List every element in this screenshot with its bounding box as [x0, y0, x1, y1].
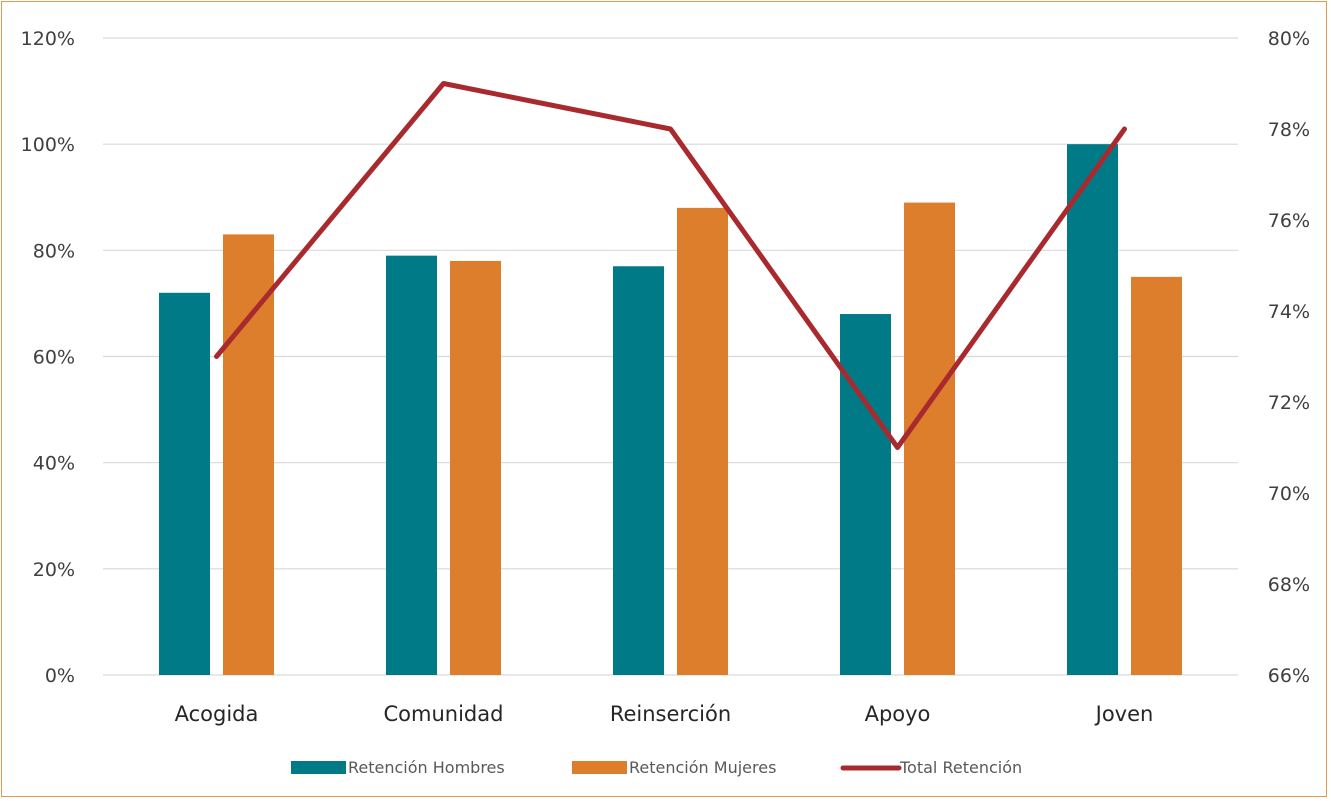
y-right-tick-label: 76% — [1268, 210, 1310, 232]
legend-swatch — [572, 761, 627, 774]
bar-mujeres — [223, 234, 274, 676]
gridlines — [103, 37, 1238, 676]
y-axis-right: 66% 68% 70% 72% 74% 76% 78% 80% — [1268, 28, 1310, 687]
y-left-tick-label: 60% — [33, 347, 75, 369]
bar-mujeres — [677, 207, 728, 675]
y-right-tick-label: 72% — [1268, 392, 1310, 414]
x-category-label: Apoyo — [865, 702, 931, 726]
legend-label: Retención Hombres — [348, 758, 505, 777]
x-axis-categories: Acogida Comunidad Reinserción Apoyo Joven — [175, 702, 1154, 726]
bar-hombres — [613, 266, 664, 675]
legend-label: Total Retención — [899, 758, 1022, 777]
x-category-label: Joven — [1094, 702, 1154, 726]
y-right-tick-label: 74% — [1268, 301, 1310, 323]
x-category-label: Reinserción — [610, 702, 731, 726]
total-line — [214, 81, 1127, 450]
y-right-tick-label: 70% — [1268, 483, 1310, 505]
y-right-tick-label: 68% — [1268, 574, 1310, 596]
bar-mujeres — [450, 260, 501, 675]
y-right-tick-label: 78% — [1268, 119, 1310, 141]
y-axis-left: 0% 20% 40% 60% 80% 100% 120% — [21, 28, 75, 687]
bar-hombres — [1067, 144, 1118, 675]
y-left-tick-label: 120% — [21, 28, 75, 50]
bar-hombres — [159, 292, 210, 675]
y-left-tick-label: 0% — [45, 665, 75, 687]
y-left-tick-label: 80% — [33, 240, 75, 262]
y-left-tick-label: 100% — [21, 134, 75, 156]
legend-swatch — [291, 761, 346, 774]
y-left-tick-label: 20% — [33, 559, 75, 581]
bar-mujeres — [904, 202, 955, 675]
y-right-tick-label: 66% — [1268, 665, 1310, 687]
y-right-tick-label: 80% — [1268, 28, 1310, 50]
y-left-tick-label: 40% — [33, 453, 75, 475]
x-category-label: Acogida — [175, 702, 259, 726]
bar-mujeres — [1131, 276, 1182, 675]
bar-hombres — [386, 255, 437, 675]
total-retention-line — [214, 81, 1127, 450]
bar-hombres — [840, 314, 891, 675]
legend: Retención Hombres Retención Mujeres Total … — [291, 758, 1022, 777]
legend-label: Retención Mujeres — [629, 758, 776, 777]
bars — [159, 144, 1182, 676]
x-category-label: Comunidad — [384, 702, 504, 726]
